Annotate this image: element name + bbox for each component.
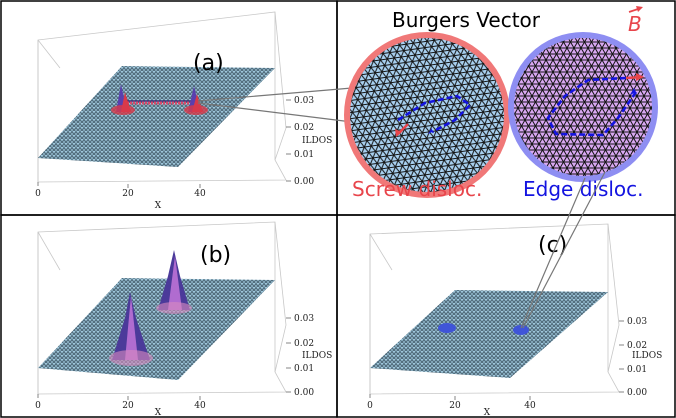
screw-caption: Screw disloc. bbox=[352, 177, 482, 201]
dislocation-peak-tall bbox=[109, 292, 153, 366]
z-axis-title: ILDOS bbox=[302, 351, 332, 361]
dislocation-peak-right bbox=[184, 86, 208, 115]
x-tick-0: 0 bbox=[367, 401, 373, 411]
x-tick-0: 0 bbox=[35, 189, 41, 199]
panel-c-frame bbox=[336, 214, 676, 418]
dislocation-peak-short bbox=[156, 250, 192, 314]
z-tick-003: 0.03 bbox=[294, 314, 314, 324]
z-tick-000: 0.00 bbox=[294, 388, 314, 398]
panel-b-label: (b) bbox=[200, 243, 231, 268]
burgers-vector-symbol: B bbox=[628, 12, 642, 36]
z-axis-title: ILDOS bbox=[302, 136, 332, 146]
x-tick-20: 20 bbox=[122, 189, 134, 199]
x-tick-20: 20 bbox=[122, 401, 134, 411]
dislocation-peak-left bbox=[111, 84, 135, 115]
x-tick-0: 0 bbox=[35, 401, 41, 411]
panel-c-plot: 0 20 40 X 0.03 0.02 0.01 0.00 ILDOS (c) bbox=[367, 223, 662, 418]
zoom-connectors-top bbox=[197, 87, 353, 123]
x-axis-title: X bbox=[155, 408, 162, 418]
z-tick-003: 0.03 bbox=[294, 96, 314, 106]
zoom-connectors-bottom bbox=[520, 171, 606, 329]
dislocation-spot-left bbox=[438, 323, 456, 333]
vector-arrow-icon bbox=[628, 6, 643, 13]
panel-a-label: (a) bbox=[193, 51, 224, 76]
z-tick-001: 0.01 bbox=[294, 150, 314, 160]
x-axis-title: X bbox=[155, 201, 162, 211]
x-tick-40: 40 bbox=[194, 189, 206, 199]
x-tick-40: 40 bbox=[194, 401, 206, 411]
screw-burgers-circuit bbox=[397, 94, 473, 134]
edge-burgers-circuit bbox=[546, 76, 638, 137]
panel-a-plot: 0 20 40 X 0.03 0.02 0.01 0.00 ILDOS (a) bbox=[35, 11, 332, 211]
x-tick-20: 20 bbox=[449, 401, 461, 411]
zoom-panel: Burgers Vector B bbox=[344, 6, 658, 201]
edge-burgers-vector bbox=[625, 73, 644, 81]
z-tick-002: 0.02 bbox=[294, 339, 314, 349]
z-tick-002: 0.02 bbox=[627, 341, 647, 351]
edge-dislocation-zoom bbox=[508, 32, 658, 182]
dislocation-spot-right bbox=[513, 325, 529, 335]
screw-dislocation-zoom bbox=[344, 32, 510, 198]
z-tick-002: 0.02 bbox=[294, 123, 314, 133]
z-tick-000: 0.00 bbox=[627, 388, 647, 398]
x-tick-40: 40 bbox=[524, 401, 536, 411]
x-axis-title: X bbox=[484, 408, 491, 418]
z-tick-001: 0.01 bbox=[294, 364, 314, 374]
burgers-vector-title: Burgers Vector bbox=[392, 8, 541, 32]
panel-b-plot: 0 20 40 X 0.03 0.02 0.01 0.00 ILDOS (b) bbox=[35, 221, 332, 418]
z-tick-003: 0.03 bbox=[627, 317, 647, 327]
z-tick-001: 0.01 bbox=[627, 365, 647, 375]
screw-burgers-vector bbox=[395, 123, 409, 137]
z-tick-000: 0.00 bbox=[294, 177, 314, 187]
z-axis-title: ILDOS bbox=[632, 351, 662, 361]
